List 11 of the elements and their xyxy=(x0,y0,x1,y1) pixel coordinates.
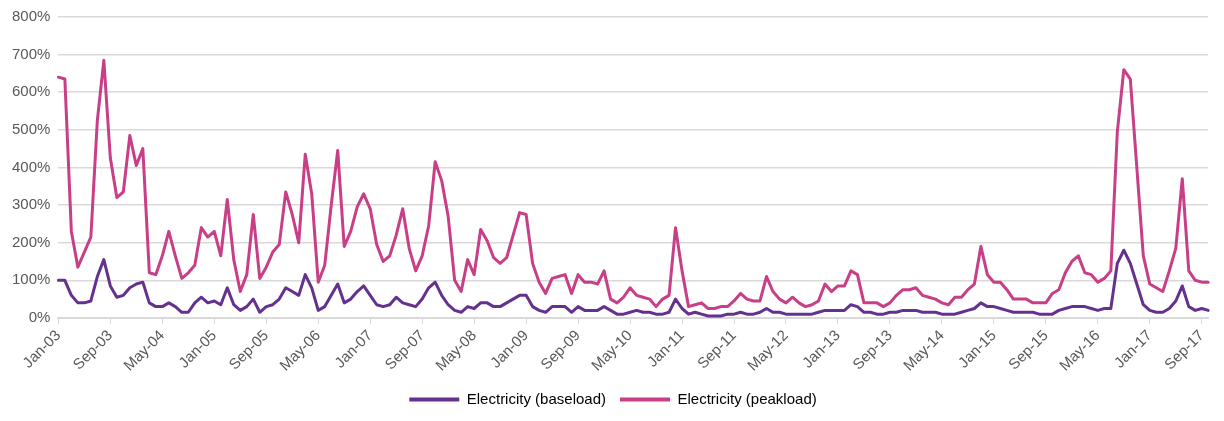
y-tick-label: 700% xyxy=(11,44,51,62)
y-tick-label: 400% xyxy=(11,157,51,175)
legend-label: Electricity (baseload) xyxy=(466,389,606,407)
legend-label: Electricity (peakload) xyxy=(677,389,817,407)
y-tick-label: 300% xyxy=(11,195,51,213)
y-tick-label: 100% xyxy=(11,270,51,288)
y-tick-label: 500% xyxy=(11,119,51,137)
y-tick-label: 200% xyxy=(11,232,51,250)
y-tick-label: 600% xyxy=(11,82,51,100)
y-tick-label: 0% xyxy=(28,308,51,326)
y-tick-label: 800% xyxy=(11,7,51,25)
